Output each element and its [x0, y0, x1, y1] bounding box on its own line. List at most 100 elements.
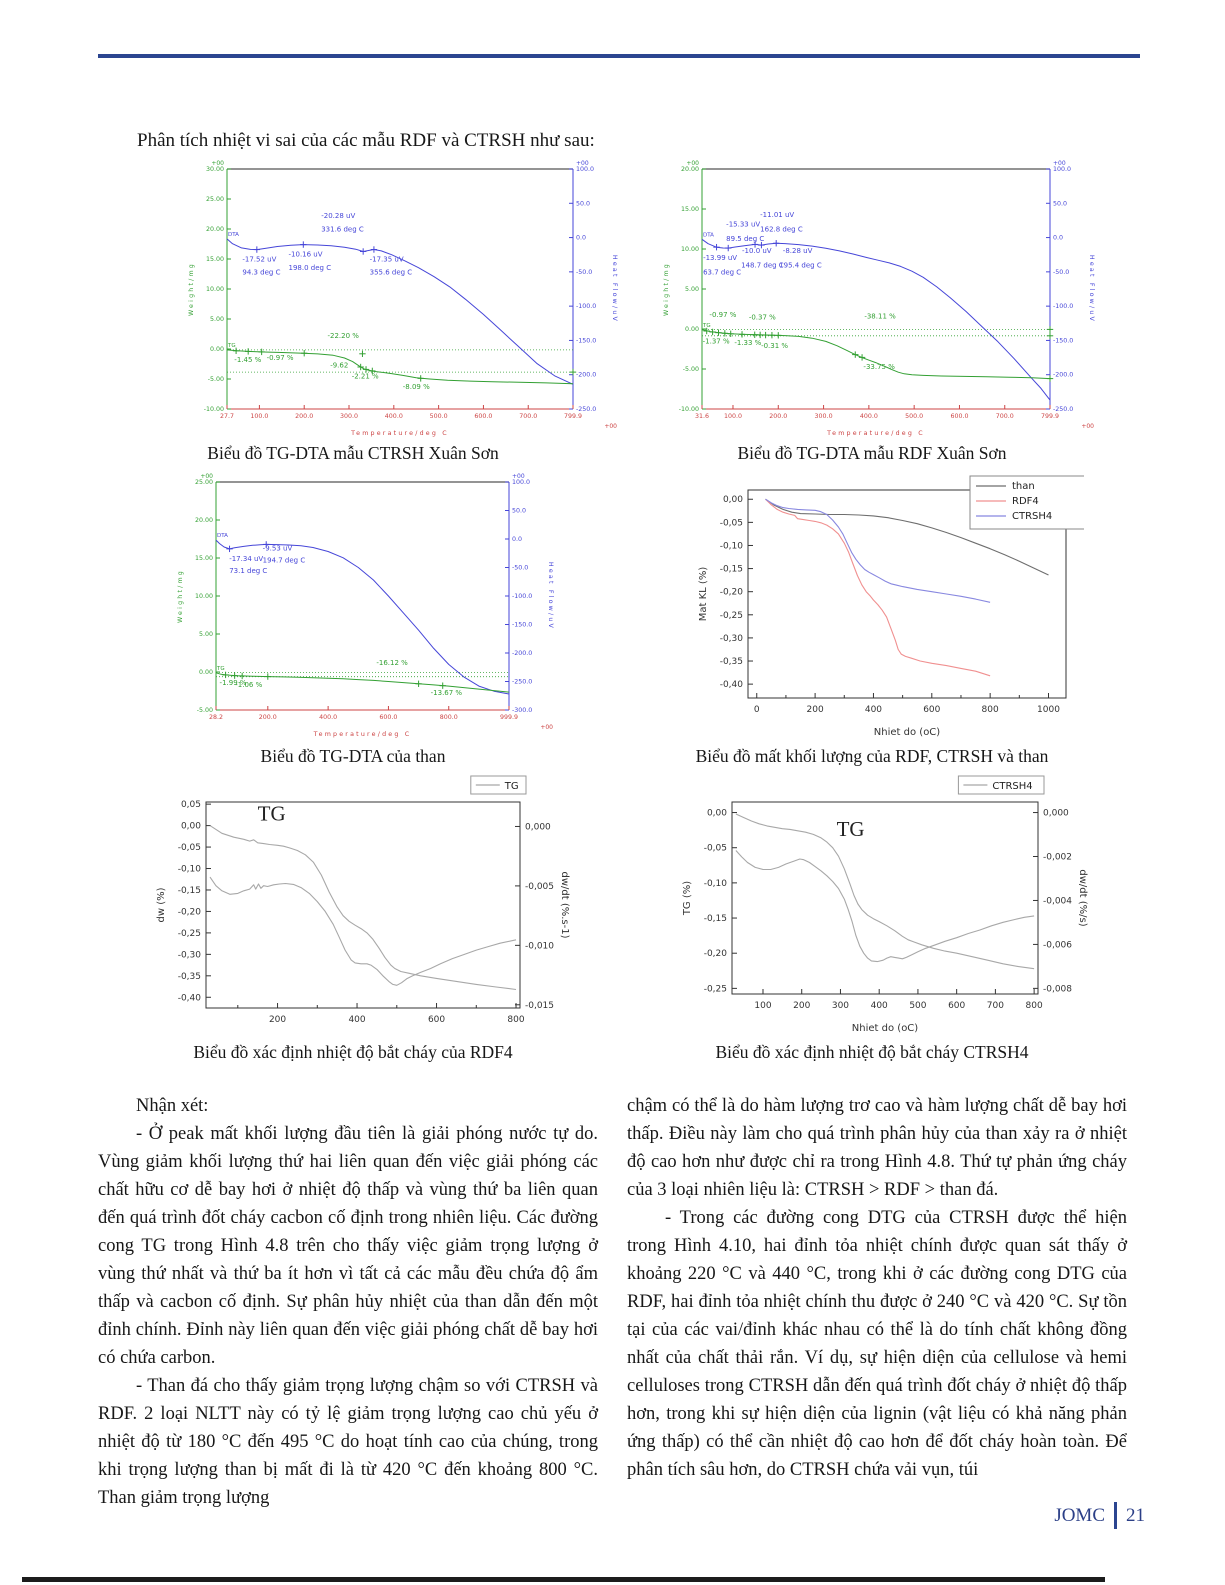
weight-loss-chart: 0 200 400 600 800 1000 0,00 -0,05 -0,10 -0,15 -0,2…	[698, 475, 1084, 738]
svg-text:-100.0: -100.0	[1053, 303, 1073, 310]
svg-text:200.0: 200.0	[769, 413, 787, 420]
svg-text:162.8 deg C: 162.8 deg C	[760, 225, 803, 233]
figure-tgdta-rdf: 20.00 15.00 10.00 5.00 0.00 -5.00 -10.00 100.0 5…	[658, 155, 1098, 443]
svg-text:-50.0: -50.0	[512, 565, 528, 572]
svg-text:0,00: 0,00	[723, 495, 743, 505]
svg-text:-0,15: -0,15	[704, 914, 727, 924]
svg-text:-100.0: -100.0	[576, 303, 596, 310]
svg-text:DTA: DTA	[217, 533, 228, 539]
svg-text:100.0: 100.0	[724, 413, 742, 420]
svg-text:20.00: 20.00	[206, 226, 224, 233]
svg-text:-1.45 %: -1.45 %	[234, 356, 261, 364]
svg-text:TG (%): TG (%)	[682, 881, 693, 916]
left-column: Nhận xét: - Ở peak mất khối lượng đầu ti…	[98, 1092, 598, 1512]
svg-text:DTA: DTA	[703, 232, 714, 238]
svg-text:-9.62: -9.62	[330, 362, 348, 370]
svg-text:-0,005: -0,005	[525, 882, 554, 892]
svg-text:100.0: 100.0	[1053, 166, 1071, 173]
svg-text:-0,10: -0,10	[704, 879, 728, 889]
svg-text:63.7 deg C: 63.7 deg C	[703, 269, 741, 277]
svg-text:-50.0: -50.0	[576, 269, 592, 276]
svg-text:-300.0: -300.0	[512, 707, 532, 714]
figure-caption: Biểu đồ TG-DTA mẫu RDF Xuân Sơn	[737, 443, 1007, 463]
svg-text:-0,35: -0,35	[720, 657, 743, 667]
svg-text:Heat Flow/uV: Heat Flow/uV	[611, 255, 618, 323]
svg-text:600: 600	[428, 1015, 445, 1025]
svg-text:-0.97 %: -0.97 %	[709, 311, 736, 319]
svg-text:400: 400	[871, 1001, 888, 1011]
svg-text:200: 200	[269, 1015, 286, 1025]
svg-text:TG: TG	[504, 781, 519, 792]
svg-text:73.1 deg C: 73.1 deg C	[229, 567, 267, 575]
page-footer: JOMC 21	[1035, 1502, 1145, 1529]
svg-text:Temperature/deg C: Temperature/deg C	[350, 430, 449, 437]
svg-text:27.7: 27.7	[220, 413, 234, 420]
svg-text:0,00: 0,00	[181, 822, 201, 832]
svg-text:-0,20: -0,20	[178, 907, 202, 917]
svg-text:100.0: 100.0	[512, 479, 530, 486]
ignition-rdf4-chart: 200 400 600 800 0,05 0,00 -0,05 -0,10 -0,15 -0,20…	[156, 775, 570, 1025]
svg-text:Weight/mg: Weight/mg	[663, 262, 670, 316]
svg-text:-0,004: -0,004	[1043, 896, 1072, 906]
svg-text:CTRSH4: CTRSH4	[1012, 511, 1052, 522]
svg-text:-38.11 %: -38.11 %	[864, 313, 896, 321]
svg-text:Nhiet do (oC): Nhiet do (oC)	[852, 1023, 918, 1034]
svg-text:-0,15: -0,15	[178, 886, 201, 896]
right-column: chậm có thể là do hàm lượng trơ cao và h…	[627, 1092, 1127, 1512]
svg-text:-1.33 %: -1.33 %	[734, 339, 761, 347]
svg-text:-150.0: -150.0	[1053, 337, 1073, 344]
svg-text:30.00: 30.00	[206, 166, 224, 173]
svg-text:dw/dt (%/s): dw/dt (%/s)	[1077, 869, 1088, 926]
svg-text:-50.0: -50.0	[1053, 269, 1069, 276]
svg-text:-13.67 %: -13.67 %	[431, 689, 463, 697]
svg-text:15.00: 15.00	[681, 206, 699, 213]
figure-tgdta-than: 25.00 20.00 15.00 10.00 5.00 0.00 -5.00 100.0 50…	[172, 468, 557, 744]
svg-text:-250.0: -250.0	[576, 406, 596, 413]
svg-text:600.0: 600.0	[950, 413, 968, 420]
svg-text:TG: TG	[258, 801, 286, 825]
svg-text:-0,010: -0,010	[525, 941, 554, 951]
svg-text:0,00: 0,00	[707, 809, 727, 819]
svg-text:200: 200	[793, 1001, 810, 1011]
figure-ignition-ctrsh4: 100 200 300 400 500 600 700 800 0,00 -0,05 -0,10 -0…	[676, 772, 1088, 1038]
svg-text:50.0: 50.0	[512, 508, 526, 515]
svg-text:355.6 deg C: 355.6 deg C	[370, 269, 413, 277]
svg-text:200.0: 200.0	[295, 413, 313, 420]
svg-text:-0,015: -0,015	[525, 1001, 554, 1011]
svg-text:-150.0: -150.0	[576, 337, 596, 344]
svg-text:31.6: 31.6	[695, 413, 709, 420]
svg-text:195.4 deg C: 195.4 deg C	[779, 261, 822, 269]
svg-text:DTA: DTA	[228, 232, 239, 238]
svg-text:Heat Flow/uV: Heat Flow/uV	[1088, 255, 1095, 323]
ignition-ctrsh4-chart: 100 200 300 400 500 600 700 800 0,00 -0,05 -0,10 -0…	[682, 775, 1088, 1034]
svg-text:0.00: 0.00	[199, 669, 213, 676]
svg-text:-17.52 uV: -17.52 uV	[242, 255, 276, 263]
svg-text:-0,25: -0,25	[720, 611, 743, 621]
svg-text:Nhiet do (oC): Nhiet do (oC)	[874, 727, 940, 738]
svg-text:-9.53 uV: -9.53 uV	[263, 544, 293, 552]
svg-text:100.0: 100.0	[576, 166, 594, 173]
svg-text:800.0: 800.0	[440, 714, 458, 721]
svg-text:799.9: 799.9	[564, 413, 582, 420]
svg-text:700.0: 700.0	[519, 413, 537, 420]
svg-text:-11.01 uV: -11.01 uV	[760, 211, 794, 219]
svg-text:+00: +00	[211, 160, 224, 167]
svg-text:600.0: 600.0	[474, 413, 492, 420]
svg-text:198.0 deg C: 198.0 deg C	[289, 264, 332, 272]
svg-text:-20.28 uV: -20.28 uV	[321, 212, 355, 220]
svg-text:-1.06 %: -1.06 %	[235, 681, 262, 689]
svg-text:500.0: 500.0	[430, 413, 448, 420]
svg-text:500: 500	[909, 1001, 926, 1011]
svg-text:-250.0: -250.0	[512, 679, 532, 686]
svg-text:400.0: 400.0	[319, 714, 337, 721]
svg-text:800: 800	[1026, 1001, 1043, 1011]
svg-text:194.7 deg C: 194.7 deg C	[263, 557, 306, 565]
svg-text:-16.12 %: -16.12 %	[376, 659, 408, 667]
svg-text:-17.34 uV: -17.34 uV	[229, 555, 263, 563]
svg-text:999.9: 999.9	[500, 714, 518, 721]
svg-text:-1.37 %: -1.37 %	[703, 337, 730, 345]
svg-text:-0,35: -0,35	[178, 972, 201, 982]
figure-tgdta-ctrsh: 30.00 25.00 20.00 15.00 10.00 5.00 0.00 -5.00 -1…	[183, 155, 621, 443]
svg-text:0.00: 0.00	[210, 346, 224, 353]
